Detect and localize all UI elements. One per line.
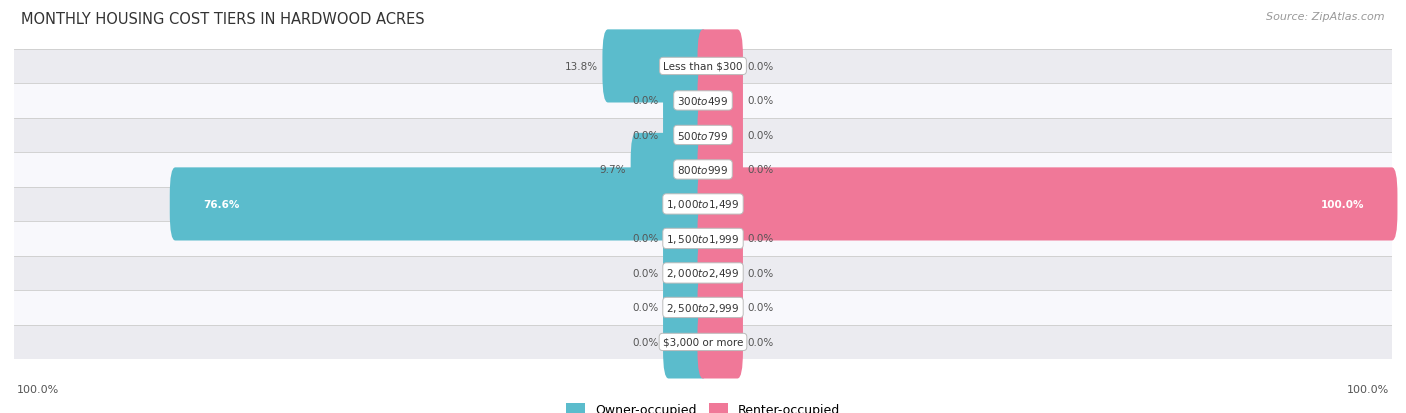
FancyBboxPatch shape — [697, 202, 742, 275]
Text: 0.0%: 0.0% — [748, 165, 775, 175]
FancyBboxPatch shape — [631, 133, 709, 206]
Bar — [14, 84, 1392, 119]
Text: 0.0%: 0.0% — [748, 62, 775, 72]
Text: 0.0%: 0.0% — [631, 131, 658, 140]
Bar — [14, 256, 1392, 290]
Text: 13.8%: 13.8% — [564, 62, 598, 72]
FancyBboxPatch shape — [697, 271, 742, 344]
FancyBboxPatch shape — [697, 65, 742, 138]
Text: 0.0%: 0.0% — [631, 96, 658, 106]
Bar — [14, 50, 1392, 84]
Bar — [14, 153, 1392, 187]
Text: Source: ZipAtlas.com: Source: ZipAtlas.com — [1267, 12, 1385, 22]
FancyBboxPatch shape — [697, 237, 742, 310]
Text: 0.0%: 0.0% — [748, 96, 775, 106]
Text: 0.0%: 0.0% — [631, 303, 658, 313]
FancyBboxPatch shape — [664, 99, 709, 172]
Text: 0.0%: 0.0% — [748, 234, 775, 244]
Text: 0.0%: 0.0% — [748, 337, 775, 347]
FancyBboxPatch shape — [664, 202, 709, 275]
FancyBboxPatch shape — [602, 30, 709, 103]
FancyBboxPatch shape — [664, 306, 709, 379]
Bar — [14, 222, 1392, 256]
Text: 76.6%: 76.6% — [202, 199, 239, 209]
Text: $3,000 or more: $3,000 or more — [662, 337, 744, 347]
FancyBboxPatch shape — [664, 65, 709, 138]
Text: 100.0%: 100.0% — [1320, 199, 1364, 209]
Text: 100.0%: 100.0% — [1347, 385, 1389, 394]
Text: 0.0%: 0.0% — [748, 303, 775, 313]
Legend: Owner-occupied, Renter-occupied: Owner-occupied, Renter-occupied — [561, 398, 845, 413]
FancyBboxPatch shape — [697, 306, 742, 379]
Text: $2,500 to $2,999: $2,500 to $2,999 — [666, 301, 740, 314]
Text: $300 to $499: $300 to $499 — [678, 95, 728, 107]
Text: $2,000 to $2,499: $2,000 to $2,499 — [666, 267, 740, 280]
Text: 0.0%: 0.0% — [748, 268, 775, 278]
Text: $1,500 to $1,999: $1,500 to $1,999 — [666, 233, 740, 245]
Bar — [14, 187, 1392, 222]
Text: 0.0%: 0.0% — [748, 131, 775, 140]
Text: 0.0%: 0.0% — [631, 337, 658, 347]
FancyBboxPatch shape — [170, 168, 709, 241]
FancyBboxPatch shape — [664, 271, 709, 344]
Text: 100.0%: 100.0% — [17, 385, 59, 394]
Text: Less than $300: Less than $300 — [664, 62, 742, 72]
FancyBboxPatch shape — [664, 237, 709, 310]
Text: MONTHLY HOUSING COST TIERS IN HARDWOOD ACRES: MONTHLY HOUSING COST TIERS IN HARDWOOD A… — [21, 12, 425, 27]
Bar — [14, 325, 1392, 359]
Text: 0.0%: 0.0% — [631, 268, 658, 278]
FancyBboxPatch shape — [697, 133, 742, 206]
Bar — [14, 119, 1392, 153]
Text: $800 to $999: $800 to $999 — [678, 164, 728, 176]
FancyBboxPatch shape — [697, 30, 742, 103]
Bar — [14, 290, 1392, 325]
FancyBboxPatch shape — [697, 168, 1398, 241]
Text: $500 to $799: $500 to $799 — [678, 130, 728, 142]
FancyBboxPatch shape — [697, 99, 742, 172]
Text: $1,000 to $1,499: $1,000 to $1,499 — [666, 198, 740, 211]
Text: 0.0%: 0.0% — [631, 234, 658, 244]
Text: 9.7%: 9.7% — [599, 165, 626, 175]
